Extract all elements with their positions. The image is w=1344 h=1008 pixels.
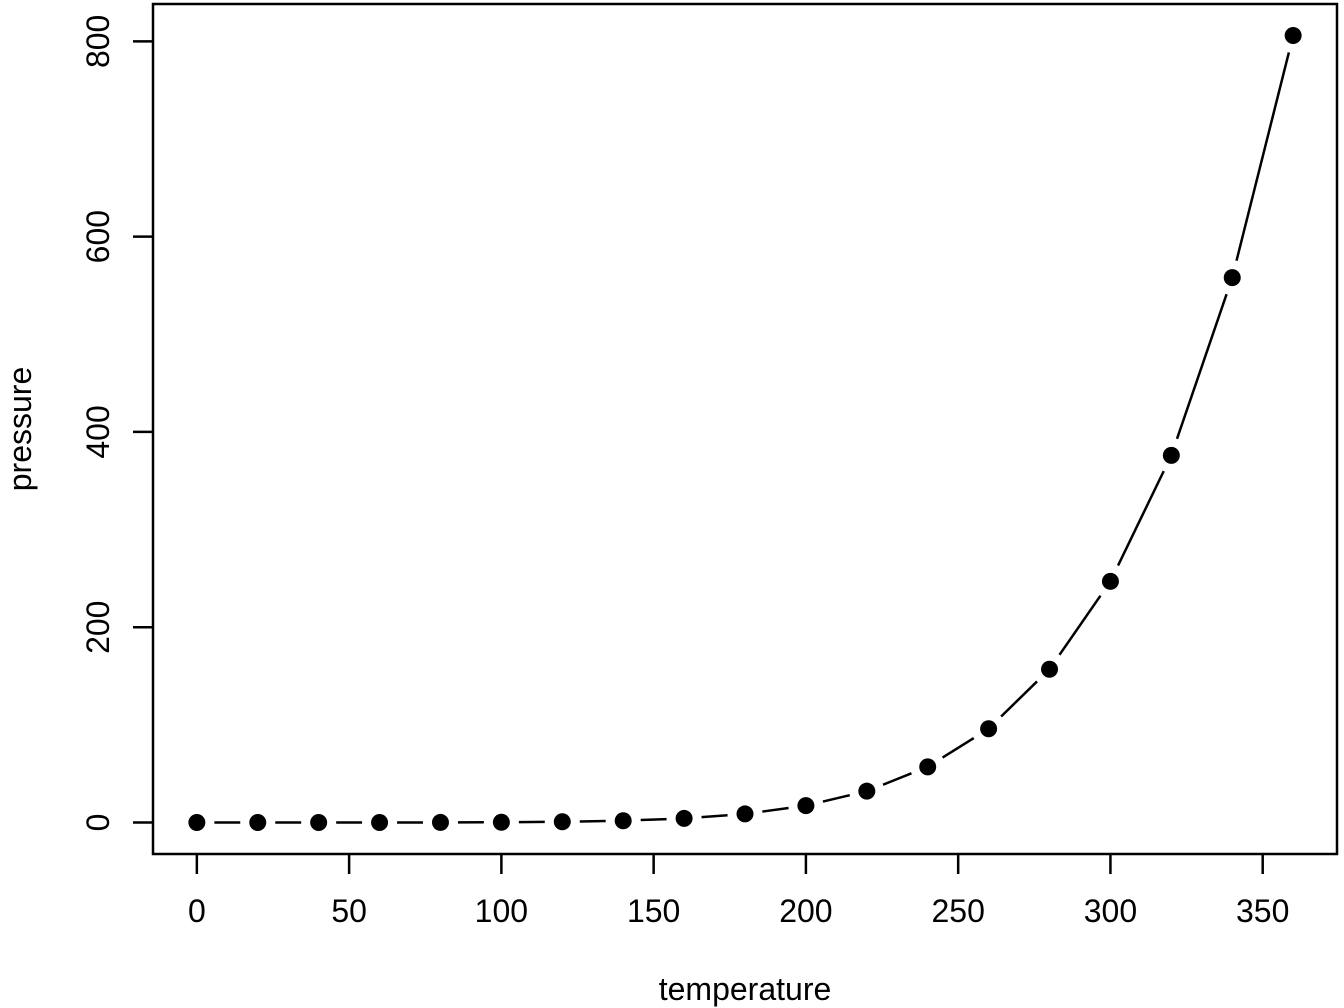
data-point [980,720,998,738]
x-axis-tick-label: 150 [627,893,680,929]
data-point [919,758,937,776]
series-line-segment [1116,470,1165,567]
series-line-segment [882,772,912,786]
series-line-segment [941,736,975,759]
y-axis-tick-label: 600 [80,210,116,263]
x-axis-tick-label: 0 [188,893,206,929]
x-axis-tick-label: 300 [1084,893,1137,929]
x-axis-title: temperature [659,971,832,1007]
plot-box [151,2,1339,856]
data-point [614,812,632,830]
x-axis-tick-label: 100 [475,893,528,929]
y-axis-title: pressure [2,367,38,492]
series-line-segment [1000,680,1038,718]
data-point [492,813,510,831]
data-point [249,814,267,832]
data-point [1284,26,1302,44]
y-axis-tick-label: 0 [80,814,116,832]
x-axis-tick-label: 200 [779,893,832,929]
series-line-segment [1175,293,1228,440]
data-point [736,805,754,823]
series-line-segment [1235,52,1291,261]
data-point [858,782,876,800]
x-axis-tick-label: 350 [1236,893,1289,929]
data-point [1041,660,1059,678]
series-line-segment [640,817,667,822]
series-line-segment [701,813,728,819]
data-point [553,813,571,831]
y-axis-tick-label: 800 [80,15,116,68]
series-line-segment [822,793,851,803]
y-axis-tick-label: 400 [80,405,116,458]
data-point [431,813,449,831]
data-point [371,813,389,831]
data-point [1223,269,1241,287]
data-point [675,809,693,827]
series-line-segment [762,806,789,813]
data-point [1162,446,1180,464]
data-point [1101,572,1119,590]
data-point [310,814,328,832]
y-axis-tick-label: 200 [80,601,116,654]
data-point [797,797,815,815]
data-point [188,814,206,832]
x-axis-tick-label: 250 [931,893,984,929]
x-axis-tick-label: 50 [331,893,367,929]
series-line-segment [1058,595,1102,656]
